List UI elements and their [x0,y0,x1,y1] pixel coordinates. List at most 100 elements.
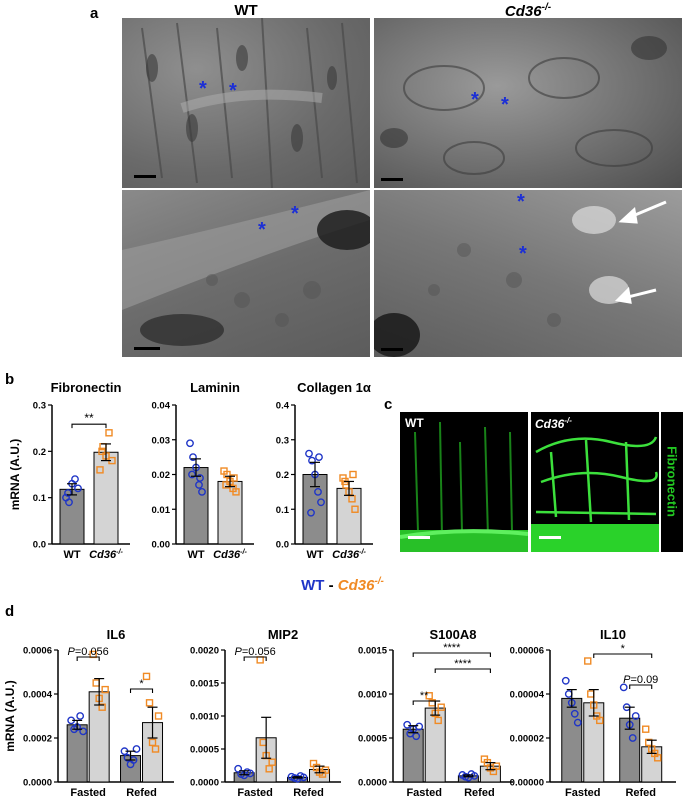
data-point [222,481,230,489]
x-tick-label: WT [306,549,323,560]
data-point [142,672,151,681]
y-tick-label: 0.01 [152,505,171,516]
data-point [403,720,412,729]
data-point [74,484,82,493]
significance-bracket [434,668,491,673]
asterisk-marker: * [199,78,207,100]
significance-bracket [629,684,653,689]
em-texture [141,18,358,188]
panel-c-letter: c [384,396,393,413]
data-point [351,505,359,513]
significance-bracket [412,652,491,657]
significance-label: **** [454,658,472,670]
significance-bracket [593,653,653,658]
x-tick-label: Cd36-/- [89,548,123,560]
em-image-wt-top: * * [122,18,370,188]
x-tick-label: Refed [293,787,324,799]
bar [183,467,209,545]
y-axis-title: mRNA (A.U.) [3,680,17,752]
significance-bracket [71,423,107,429]
data-point [71,475,79,484]
bar [93,451,119,545]
x-tick-label: Cd36-/- [213,548,247,560]
legend-wt: WT [301,577,325,594]
fluorescence-wt-label: WT [405,416,424,430]
scale-bar [134,175,156,178]
em-image-ko-top: * * [374,18,682,188]
fluorescence-texture [531,436,659,552]
fibronectin-stain-label: Fibronectin [664,446,680,517]
scale-bar [134,347,160,350]
data-point [223,470,231,479]
data-point [492,762,501,770]
data-point [79,727,88,736]
data-point [154,712,163,720]
asterisk-marker: * [291,203,299,225]
y-tick-label: 0.2 [276,470,289,481]
significance-bracket [129,688,154,693]
data-point [570,709,579,718]
data-point [470,771,479,780]
y-tick-label: 0.00006 [510,646,544,657]
y-tick-label: 0.0002 [23,734,52,745]
data-point [425,692,433,700]
panel-d-charts: 0.0000 0.0002 0.0004 0.0006 IL6 mRNA (A.U.) Fa… [3,627,676,799]
panel-d-letter: d [5,603,15,620]
chart-title: Laminin [190,380,240,395]
x-tick-label: Refed [625,787,656,799]
chart-title: IL10 [600,627,626,642]
x-tick-label: Cd36-/- [332,548,366,560]
fluorescence-image-ko: Cd36-/- [531,412,659,552]
y-tick-label: 0.0000 [358,778,387,789]
legend-ko: Cd36-/- [337,576,384,594]
y-tick-label: 0.2 [33,447,46,458]
data-point [573,718,582,727]
data-point [564,690,573,698]
data-point [196,474,204,482]
y-tick-label: 0.0010 [358,690,387,701]
legend-separator: - [324,577,338,594]
y-tick-label: 0.0005 [358,734,388,745]
data-point [189,453,197,462]
data-point [584,657,592,665]
panel-b-letter: b [5,371,15,388]
y-tick-label: 0.0 [276,540,289,551]
data-point [105,429,113,437]
x-tick-label: Fasted [70,787,105,799]
em-image-wt-bottom: * * [122,190,370,357]
panel-b-charts: 0.0 0.1 0.2 0.3 Fibronectin mRNA (A.U.) WT Cd36… [8,380,373,560]
x-tick-label: Refed [126,787,157,799]
data-point [268,758,276,766]
fluorescence-ko-label: Cd36-/- [535,416,572,431]
y-tick-label: 0.00 [152,540,171,551]
x-tick-label: WT [187,549,204,560]
y-tick-label: 0.0006 [23,646,52,657]
x-tick-label: Fasted [565,787,600,799]
significance-label: ** [84,411,94,425]
data-point [98,703,106,711]
bar [561,697,583,783]
data-point [642,725,650,733]
data-point [631,712,640,720]
data-point [415,722,424,731]
data-point [596,716,604,725]
chart-title: MIP2 [268,627,298,642]
data-point [92,679,100,687]
fluorescence-texture [400,421,528,552]
bar [59,488,85,545]
data-point [98,447,106,456]
y-tick-label: 0.02 [152,470,171,481]
em-texture [374,206,629,357]
significance-label: ** [420,690,429,702]
chart-title: Collagen 1α [297,380,371,395]
data-point [628,734,637,742]
y-tick-label: 0.04 [152,401,171,412]
y-tick-label: 0.1 [33,493,47,504]
y-tick-label: 0.0005 [190,745,220,756]
y-tick-label: 0.0015 [358,646,388,657]
panel-a-ko-label: Cd36-/- [504,2,552,20]
em-image-ko-bottom: * * [374,190,682,357]
data-point [437,703,445,711]
data-point [654,754,662,762]
significance-label: **** [443,642,461,654]
